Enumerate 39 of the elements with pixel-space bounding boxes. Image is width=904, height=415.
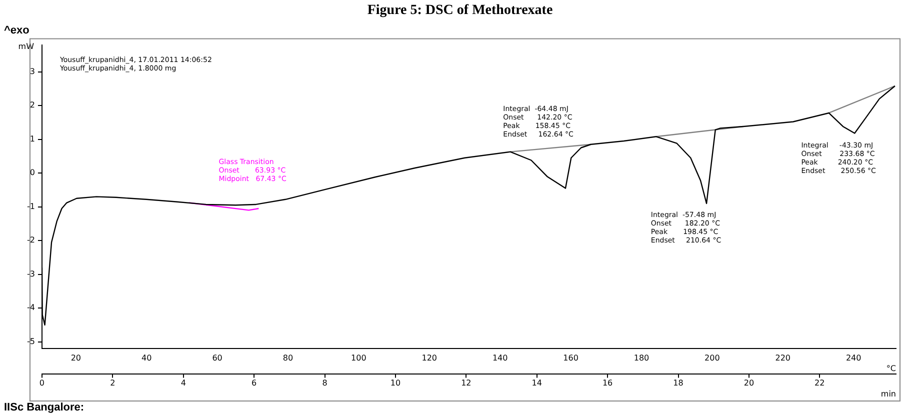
y-tick-label: -4 bbox=[26, 303, 35, 312]
x-tick-label: 20 bbox=[70, 353, 82, 362]
x2-tick-label: 8 bbox=[322, 378, 328, 388]
x-tick-label: 140 bbox=[492, 353, 508, 362]
y-axis-title: mW bbox=[18, 42, 34, 51]
x2-tick-label: 20 bbox=[744, 378, 754, 388]
y-tick-label: 1 bbox=[30, 134, 35, 144]
x-axis-title: °C bbox=[886, 364, 896, 374]
y-tick-label: -5 bbox=[26, 336, 35, 346]
x2-tick-label: 22 bbox=[814, 378, 825, 388]
x2-tick-label: 10 bbox=[390, 378, 401, 388]
x-tick-label: 180 bbox=[634, 353, 650, 362]
text: IISc Bangalore: bbox=[4, 402, 84, 414]
x-tick-label: 80 bbox=[282, 353, 294, 362]
x-tick-label: 100 bbox=[351, 353, 366, 362]
y-tick-label: -2 bbox=[26, 236, 35, 245]
y-tick-label: -3 bbox=[26, 269, 35, 278]
x-tick-label: 200 bbox=[704, 353, 720, 362]
x-tick-label: 120 bbox=[422, 353, 438, 362]
y-tick-label: 3 bbox=[30, 66, 35, 76]
x-tick-label: 220 bbox=[775, 353, 791, 362]
x2-tick-label: 0 bbox=[39, 378, 45, 388]
x2-tick-label: 4 bbox=[180, 378, 186, 388]
y-tick-label: 2 bbox=[30, 100, 35, 110]
x2-tick-label: 18 bbox=[673, 378, 684, 388]
y-tick-label: 0 bbox=[30, 168, 35, 178]
x2-tick-label: 16 bbox=[602, 378, 613, 388]
x2-tick-label: 14 bbox=[532, 378, 542, 388]
x2-tick-label: 6 bbox=[252, 378, 257, 388]
x-tick-label: 60 bbox=[212, 353, 222, 362]
x2-tick-label: 12 bbox=[461, 378, 472, 388]
x-tick-label: 40 bbox=[142, 353, 152, 362]
x2-tick-label: 2 bbox=[110, 378, 116, 388]
x-tick-label: 240 bbox=[846, 353, 862, 362]
chart-title: Figure 5: DSC of Methotrexate bbox=[367, 3, 553, 18]
x2-axis-title: min bbox=[880, 389, 896, 398]
y-tick-label: -1 bbox=[26, 202, 35, 211]
text: ^exo bbox=[4, 24, 30, 36]
x-tick-label: 160 bbox=[563, 353, 578, 362]
